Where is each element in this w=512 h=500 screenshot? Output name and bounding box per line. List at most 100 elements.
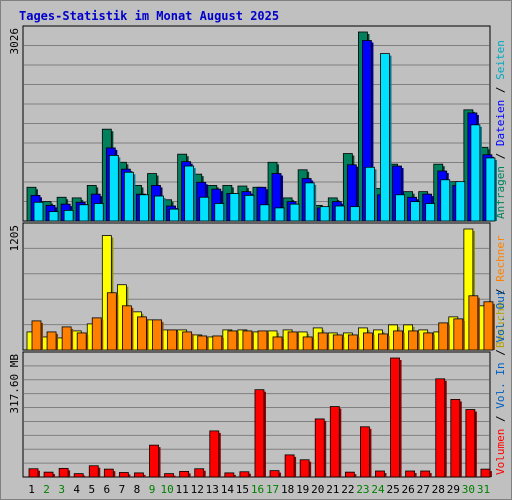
bar-rechner-day-6: [106, 292, 117, 351]
bar-seiten-day-17: [274, 207, 285, 222]
bar-volumen-day-15: [239, 471, 250, 478]
bar-volumen-day-12: [194, 468, 205, 478]
chart-panel-3: 317.60 MB Volumen / Vol. In / Vol. Out: [8, 290, 507, 478]
y-max-label: 1205: [8, 225, 21, 252]
bar-seiten-day-7: [123, 171, 134, 222]
x-tick-label: 23: [356, 483, 369, 496]
x-tick-label: 5: [88, 483, 95, 496]
x-tick-label: 10: [160, 483, 173, 496]
bar-rechner-day-25: [393, 330, 403, 351]
chart-title: Tages-Statistik im Monat August 2025: [19, 9, 280, 23]
bar-rechner-day-13: [212, 335, 223, 351]
bar-rechner-day-30: [468, 295, 479, 351]
bar-volumen-day-8: [134, 472, 144, 478]
bar-volumen-day-6: [103, 468, 114, 478]
bar-rechner-day-31: [483, 301, 494, 351]
bar-seiten-day-25: [395, 194, 405, 222]
x-tick-label: 7: [119, 483, 126, 496]
x-tick-label: 29: [447, 483, 460, 496]
x-tick-label: 8: [134, 483, 141, 496]
bar-volumen-day-27: [420, 470, 431, 478]
bar-volumen-day-17: [269, 470, 280, 478]
bar-seiten-day-27: [425, 203, 436, 222]
x-tick-label: 25: [386, 483, 399, 496]
x-tick-label: 16: [251, 483, 264, 496]
x-tick-label: 3: [58, 483, 65, 496]
legend-entry-seiten: Seiten: [494, 40, 507, 80]
bar-volumen-day-14: [224, 472, 235, 478]
y-max-label: 3026: [8, 28, 21, 55]
bar-rechner-day-16: [257, 330, 268, 351]
chart-panel-1: 3026 Anfragen / Dateien / Seiten: [8, 25, 507, 222]
x-tick-label: 14: [221, 483, 235, 496]
bar-volumen-day-1: [28, 468, 39, 478]
bar-seiten-day-19: [304, 182, 315, 222]
bar-rechner-day-8: [137, 316, 147, 351]
x-tick-label: 30: [462, 483, 475, 496]
bar-seiten-day-16: [259, 204, 270, 222]
x-tick-label: 24: [371, 483, 385, 496]
bar-volumen-day-10: [164, 473, 174, 478]
bar-rechner-day-18: [287, 331, 298, 351]
bar-rechner-day-20: [317, 332, 328, 351]
bar-volumen-day-22: [344, 471, 355, 478]
bar-rechner-day-15: [242, 330, 253, 351]
bar-seiten-day-28: [440, 179, 451, 222]
x-tick-label: 26: [402, 483, 415, 496]
legend-separator: /: [494, 80, 507, 100]
legend-entry-rechner: Rechner: [494, 235, 507, 282]
bar-rechner-day-7: [121, 305, 132, 351]
x-tick-label: 22: [341, 483, 354, 496]
bar-rechner-day-12: [197, 335, 208, 351]
legend-entry-dateien: Dateien: [494, 100, 507, 146]
bar-seiten-day-9: [154, 195, 164, 222]
bar-seiten-day-3: [63, 209, 74, 222]
x-tick-label: 17: [266, 483, 279, 496]
x-tick-label: 20: [311, 483, 324, 496]
x-tick-label: 31: [477, 483, 490, 496]
bar-volumen-day-19: [299, 459, 310, 478]
bar-volumen-day-18: [284, 454, 295, 478]
x-tick-label: 15: [236, 483, 249, 496]
legend-separator: /: [494, 282, 507, 302]
bar-volumen-day-7: [118, 472, 129, 478]
legend-entry-volumen: Volumen: [494, 429, 507, 475]
x-tick-label: 19: [296, 483, 309, 496]
bar-seiten-day-24: [380, 53, 390, 222]
bar-besuche-day-30: [463, 228, 474, 351]
bar-rechner-day-19: [302, 336, 313, 351]
x-tick-label: 18: [281, 483, 294, 496]
bar-seiten-day-13: [214, 203, 225, 222]
x-tick-label: 27: [417, 483, 430, 496]
bar-volumen-day-3: [58, 467, 69, 478]
x-tick-label: 13: [206, 483, 219, 496]
bar-volumen-day-16: [254, 389, 265, 478]
bar-volumen-day-11: [179, 470, 190, 478]
bar-volumen-day-13: [209, 430, 220, 478]
legend: Besuche / Rechner: [494, 235, 507, 348]
x-tick-label: 4: [73, 483, 80, 496]
bar-volumen-day-31: [480, 468, 491, 478]
bar-rechner-day-23: [363, 332, 373, 351]
bar-volumen-day-21: [329, 406, 340, 478]
legend-separator: /: [494, 409, 507, 429]
legend-entry-vol-out: Vol. Out: [494, 290, 507, 343]
bar-seiten-day-12: [199, 196, 210, 222]
chart-panel-2: 1205 Besuche / Rechner: [8, 222, 507, 351]
x-tick-label: 28: [432, 483, 445, 496]
bar-seiten-day-11: [184, 165, 195, 222]
bar-seiten-day-15: [244, 194, 255, 222]
bar-volumen-day-28: [435, 378, 446, 478]
bar-seiten-day-1: [33, 201, 44, 222]
bar-rechner-day-29: [453, 318, 464, 351]
bar-volumen-day-20: [314, 418, 325, 478]
bar-rechner-day-1: [31, 320, 42, 351]
bar-rechner-day-24: [378, 333, 388, 351]
bar-seiten-day-20: [319, 206, 330, 222]
bar-rechner-day-9: [152, 319, 162, 351]
bar-seiten-day-2: [48, 211, 59, 222]
bar-volumen-day-29: [450, 399, 461, 478]
bar-rechner-day-21: [332, 334, 343, 351]
bar-rechner-day-4: [76, 332, 87, 351]
